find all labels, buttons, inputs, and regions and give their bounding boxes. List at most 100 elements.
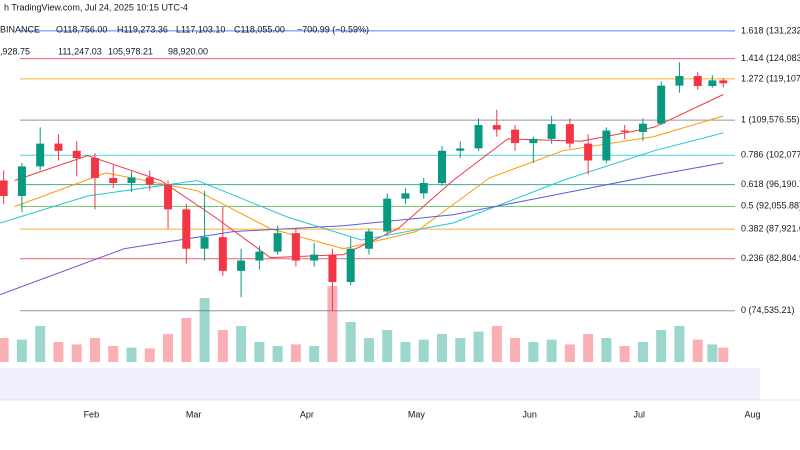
- candle-body: [54, 143, 63, 151]
- fib-label: 1.414 (124,083.: [741, 53, 800, 63]
- ma-value: 98,920.00: [168, 46, 208, 56]
- volume-bar: [718, 347, 729, 362]
- source: h TradingView.com, Jul 24, 2025 10:15 UT…: [4, 2, 188, 12]
- volume-bar: [601, 338, 612, 362]
- ohlc-low: L117,103.10: [176, 24, 225, 34]
- candle-body: [511, 129, 520, 144]
- fib-label: 0.618 (96,190.7: [741, 179, 800, 189]
- candle-body: [182, 209, 191, 249]
- volume-bar: [327, 286, 338, 362]
- candle-body: [456, 148, 465, 151]
- candle-body: [72, 150, 81, 159]
- x-tick-label: Jul: [634, 409, 646, 419]
- candle-body: [474, 125, 483, 149]
- volume-bar: [692, 339, 703, 362]
- candle-body: [401, 193, 410, 199]
- fib-label: 0 (74,535.21): [741, 305, 795, 315]
- volume-bar: [455, 338, 466, 362]
- x-tick-label: Feb: [84, 409, 100, 419]
- candle-body: [584, 143, 593, 161]
- candle-body: [291, 233, 300, 261]
- candle-body: [638, 123, 647, 132]
- candle-body: [127, 177, 136, 184]
- candle-body: [675, 76, 684, 86]
- candle-body: [145, 177, 154, 185]
- volume-bar: [674, 326, 685, 362]
- volume-bar: [217, 330, 228, 362]
- candle-body: [529, 138, 538, 144]
- x-tick-label: Apr: [300, 409, 314, 419]
- candle-body: [383, 198, 392, 232]
- candle-body: [492, 125, 501, 130]
- volume-bar: [35, 326, 46, 362]
- volume-bar: [53, 342, 64, 362]
- volume-bar: [473, 331, 484, 362]
- x-tick-label: May: [408, 409, 426, 419]
- candle-body: [657, 85, 666, 124]
- candle-body: [364, 231, 373, 249]
- fib-label: 1.272 (119,107.: [741, 73, 800, 83]
- volume-bar: [71, 344, 82, 362]
- fib-label: 1.618 (131,232.: [741, 25, 800, 35]
- candle-body: [90, 158, 99, 178]
- volume-bar: [564, 344, 575, 362]
- volume-bar: [400, 342, 411, 362]
- candle-body: [218, 237, 227, 271]
- candle-body: [346, 248, 355, 283]
- candle-body: [620, 130, 629, 132]
- candle-body: [719, 80, 728, 84]
- moving-average: [0, 162, 724, 296]
- fib-label: 0.236 (82,804.9: [741, 253, 800, 263]
- volume-bar: [126, 347, 137, 362]
- candle-body: [708, 80, 717, 87]
- candle-body: [200, 237, 209, 249]
- candle-body: [109, 177, 118, 184]
- volume-bar: [491, 326, 502, 362]
- candle-body: [273, 233, 282, 252]
- volume-bar: [546, 339, 557, 362]
- candle-body: [17, 166, 26, 197]
- candle-body: [36, 143, 45, 167]
- x-tick-label: Mar: [186, 409, 202, 419]
- volume-bar: [163, 334, 174, 362]
- volume-bar: [89, 338, 100, 362]
- volume-bar: [272, 346, 283, 362]
- volume-bar: [437, 334, 448, 362]
- x-tick-label: Aug: [745, 409, 761, 419]
- ohlc-high: H119,273.36: [117, 24, 168, 34]
- candle-body: [602, 130, 611, 161]
- volume-bar: [108, 346, 119, 362]
- volume-bar: [382, 330, 393, 362]
- candle-body: [565, 124, 574, 144]
- ohlc-close: C118,055.00: [234, 24, 285, 34]
- volume-bar: [510, 338, 521, 362]
- ohlc-change: −700.99 (−0.59%): [297, 24, 369, 34]
- candle-body: [0, 180, 8, 197]
- fib-label: 1 (109,576.55): [741, 115, 800, 125]
- candle-body: [328, 254, 337, 283]
- ohlc-open: O118,756.00: [56, 24, 107, 34]
- volume-bar: [16, 339, 27, 362]
- volume-bar: [290, 344, 301, 362]
- fib-label: 0.5 (92,055.88): [741, 201, 800, 211]
- volume-bar: [363, 338, 374, 362]
- volume-bar: [254, 342, 265, 362]
- volume-bar: [656, 330, 667, 362]
- fib-label: 0.382 (87,921.0: [741, 223, 800, 233]
- volume-bar: [528, 342, 539, 362]
- candle-body: [438, 150, 447, 184]
- volume-bar: [345, 322, 356, 362]
- rsi-pane: [0, 368, 760, 400]
- ma-value: ,928.75: [0, 46, 30, 56]
- fib-label: 0.786 (102,077.: [741, 150, 800, 160]
- candle-body: [310, 254, 319, 261]
- volume-bar: [181, 318, 192, 362]
- x-tick-label: Jun: [522, 409, 537, 419]
- volume-bar: [619, 346, 630, 362]
- volume-bar: [236, 326, 247, 362]
- candle-body: [255, 251, 264, 261]
- candle-body: [164, 184, 173, 210]
- candle-body: [547, 124, 556, 139]
- volume-bar: [144, 348, 155, 362]
